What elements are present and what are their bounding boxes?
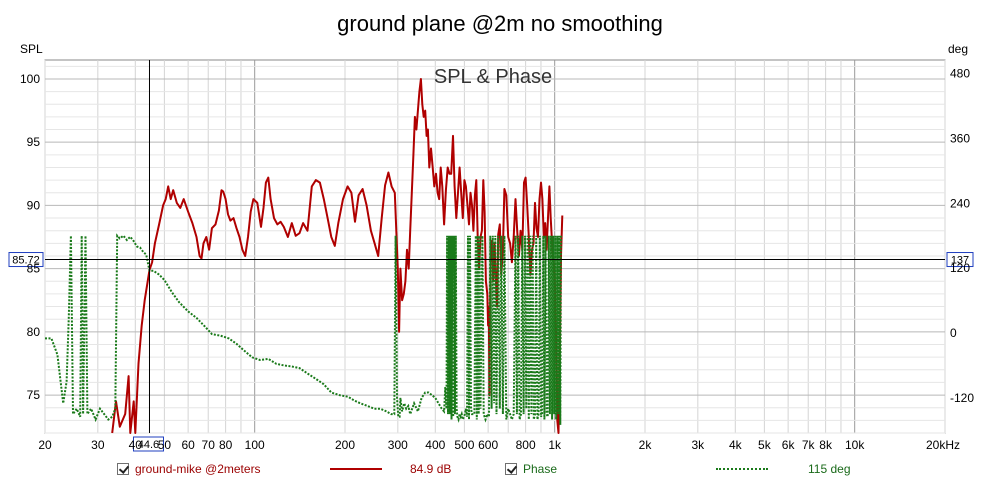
spl-checkbox[interactable]: [117, 463, 129, 475]
chart-title: ground plane @2m no smoothing: [337, 11, 663, 36]
cursor-right-readout-box: [946, 252, 974, 268]
y-left-tick-label: 75: [27, 388, 41, 402]
x-tick-label: 20: [38, 438, 52, 452]
x-tick-label: 60: [181, 438, 195, 452]
x-tick-label: 4k: [729, 438, 743, 452]
x-tick-label: 2k: [639, 438, 653, 452]
y-left-tick-label: 95: [27, 135, 41, 149]
x-tick-label: 800: [516, 438, 536, 452]
x-tick-label: 20kHz: [926, 438, 960, 452]
y-right-tick-label: 240: [950, 196, 970, 210]
x-tick-label: 400: [425, 438, 445, 452]
cursor-left-readout: 85.72: [8, 252, 44, 268]
y-right-tick-label: 480: [950, 67, 970, 81]
x-tick-label: 70: [202, 438, 216, 452]
x-tick-label: 10k: [845, 438, 865, 452]
x-tick-label: 6k: [782, 438, 796, 452]
cursor-x-readout-text: 44.6: [138, 439, 159, 451]
legend-spl-item[interactable]: ground-mike @2meters: [117, 460, 261, 478]
y-right-tick-label: -120: [950, 391, 974, 405]
x-tick-label: 8k: [819, 438, 833, 452]
y-right-tick-label: 120: [950, 261, 970, 275]
legend-phase-item[interactable]: Phase: [505, 460, 557, 478]
x-tick-label: 3k: [691, 438, 705, 452]
phase-checkbox[interactable]: [505, 463, 517, 475]
spl-series-line: [111, 78, 564, 434]
x-tick-label: 100: [245, 438, 265, 452]
y-left-tick-label: 80: [27, 325, 41, 339]
x-tick-label: 200: [335, 438, 355, 452]
x-tick-label: 600: [478, 438, 498, 452]
cursor-left-readout-text: 85.72: [12, 255, 40, 267]
y-right-tick-label: 360: [950, 131, 970, 145]
phase-series-name: Phase: [523, 462, 558, 476]
cursor-right-readout-text: 137: [951, 255, 969, 267]
y-right-tick-label: 0: [950, 326, 957, 340]
phase-readout: 115 deg: [808, 462, 851, 476]
x-tick-label: 40: [129, 438, 143, 452]
cursor-x-readout-box: [132, 436, 164, 452]
phase-line-swatch: [716, 468, 768, 470]
x-tick-label: 7k: [802, 438, 816, 452]
y-left-unit-label: SPL: [20, 42, 43, 56]
y-left-tick-label: 85: [27, 262, 41, 276]
axis-tick-labels: 20 30 40 50 60 70 80 100 200 300 400 500 600 800 1k 2k 3…: [20, 67, 974, 452]
y-left-tick-label: 90: [27, 198, 41, 212]
spl-line-swatch: [330, 468, 382, 470]
x-tick-label: 500: [454, 438, 474, 452]
cursor-right-readout: 137: [946, 252, 974, 268]
x-tick-label: 1k: [548, 438, 562, 452]
cursor-crosshair[interactable]: 85.72 137 44.6: [8, 60, 974, 452]
spl-readout: 84.9 dB: [410, 462, 452, 476]
y-right-unit-label: deg: [948, 42, 968, 56]
x-tick-label: 5k: [758, 438, 772, 452]
x-tick-label: 80: [219, 438, 233, 452]
cursor-left-readout-box: [8, 252, 44, 268]
spl-series-name: ground-mike @2meters: [135, 462, 261, 476]
x-tick-label: 300: [388, 438, 408, 452]
y-left-tick-label: 100: [20, 72, 40, 86]
x-tick-label: 50: [158, 438, 172, 452]
chart-subtitle: SPL & Phase: [434, 66, 552, 88]
x-tick-label: 30: [91, 438, 105, 452]
cursor-x-readout: 44.6: [132, 436, 164, 452]
